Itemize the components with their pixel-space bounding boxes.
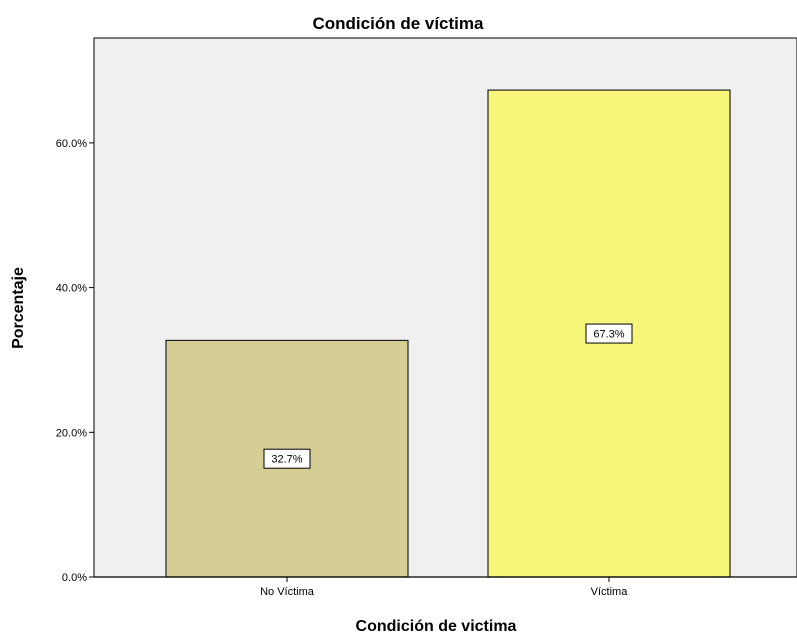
data-label-box [263,448,311,469]
y-tick-label: 40.0% [56,283,87,295]
y-axis: 0.0% 20.0% 40.0% 60.0% [56,138,94,584]
data-label-box [585,323,633,344]
data-label: 32.7% [271,454,302,466]
x-axis-title: Condición de victima [356,618,517,635]
x-tick-label: Víctima [591,586,629,598]
chart-title: Condición de víctima [313,14,485,33]
y-tick-label: 60.0% [56,138,87,150]
data-labels: 32.7% 67.3% [263,323,633,469]
y-axis-title: Porcentaje [10,267,27,349]
x-tick-label: No Víctima [260,586,315,598]
y-tick-label: 20.0% [56,427,87,439]
y-tick-label: 0.0% [62,572,87,584]
x-axis: No Víctima Víctima [260,577,628,598]
data-label: 67.3% [593,329,624,341]
bars [165,89,731,578]
